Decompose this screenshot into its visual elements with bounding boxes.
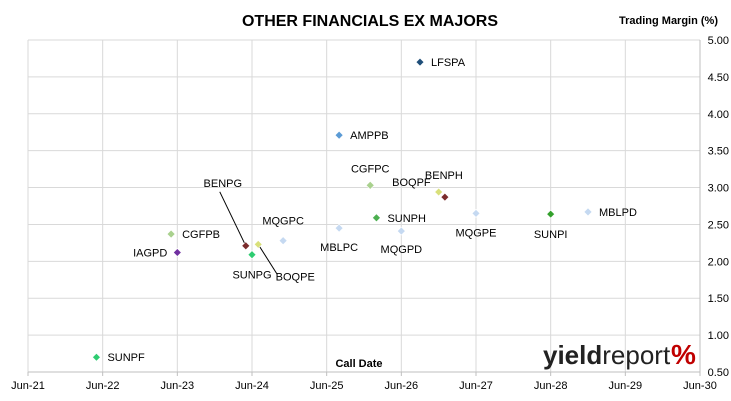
data-point-sunph	[372, 213, 381, 223]
data-point-lfspa	[415, 57, 425, 67]
logo-text-regular: report	[602, 340, 671, 370]
yieldreport-logo: yieldreport %	[543, 339, 696, 370]
y-tick-label: 1.00	[708, 330, 729, 342]
x-tick-label: Jun-25	[310, 380, 344, 392]
point-label-boqpe: BOQPE	[276, 271, 315, 283]
data-point-mblpd	[583, 207, 593, 217]
chart-title: OTHER FINANCIALS EX MAJORS	[242, 13, 498, 30]
point-label-lfspa: LFSPA	[431, 57, 466, 69]
logo-percent: %	[671, 339, 696, 370]
data-point-mqgpe	[471, 208, 481, 218]
point-label-amppb: AMPPB	[350, 130, 389, 142]
y-tick-label: 0.50	[708, 367, 729, 379]
point-label-iagpd: IAGPD	[133, 247, 167, 259]
point-label-mblpd: MBLPD	[599, 207, 637, 219]
point-label-mqgpd: MQGPD	[381, 244, 423, 256]
y-tick-label: 2.00	[708, 256, 729, 268]
x-tick-label: Jun-28	[534, 380, 568, 392]
y-tick-label: 1.50	[708, 293, 729, 305]
data-point-mqgpd	[396, 226, 406, 236]
data-point-sunpi	[546, 209, 556, 219]
point-label-sunph: SUNPH	[387, 213, 426, 225]
y-tick-label: 3.00	[708, 183, 729, 195]
x-axis-label: Call Date	[335, 358, 382, 370]
data-point-mblpc	[334, 223, 344, 233]
point-label-sunpg: SUNPG	[232, 270, 271, 282]
leader-line-benpg	[219, 191, 247, 247]
y-tick-label: 4.00	[708, 109, 729, 121]
leader-lines	[219, 191, 278, 275]
point-label-benpg: BENPG	[204, 178, 243, 190]
point-label-cgfpc: CGFPC	[351, 163, 390, 175]
point-label-cgfpb: CGFPB	[182, 229, 220, 241]
point-label-mblpc: MBLPC	[320, 242, 358, 254]
axes	[27, 40, 701, 376]
x-tick-label: Jun-26	[385, 380, 419, 392]
x-tick-label: Jun-29	[609, 380, 643, 392]
x-tick-label: Jun-21	[11, 380, 45, 392]
y-tick-label: 4.50	[708, 72, 729, 84]
data-point-boqpe	[253, 239, 263, 249]
x-tick-labels: Jun-21 Jun-22 Jun-23 Jun-24 Jun-25 Jun-26 Jun-…	[11, 380, 717, 392]
data-point-boqpf	[434, 187, 444, 197]
x-tick-label: Jun-22	[86, 380, 120, 392]
data-point-benpg	[241, 241, 251, 251]
data-point-cgfpc	[365, 180, 375, 190]
data-point-amppb	[334, 130, 344, 140]
data-point-benph	[440, 192, 450, 202]
point-label-boqpf: BOQPF	[392, 177, 431, 189]
data-point-sunpg	[247, 250, 257, 260]
x-tick-label: Jun-23	[161, 380, 195, 392]
y-tick-labels: 0.50 1.00 1.50 2.00 2.50 3.00 3.50 4.00 4.50 5.00	[708, 35, 729, 379]
data-point-mqgpc	[278, 236, 288, 246]
data-point-cgfpb	[166, 229, 176, 239]
y-tick-label: 3.50	[708, 146, 729, 158]
logo-text-bold: yield	[543, 340, 602, 370]
point-label-mqgpe: MQGPE	[456, 227, 497, 239]
point-label-sunpi: SUNPI	[534, 229, 568, 241]
x-tick-label: Jun-30	[683, 380, 717, 392]
point-label-sunpf: SUNPF	[107, 352, 145, 364]
data-point-iagpd	[172, 248, 182, 257]
data-points	[92, 57, 593, 362]
x-tick-label: Jun-27	[459, 380, 493, 392]
y-tick-label: 2.50	[708, 219, 729, 231]
grid-lines	[27, 39, 701, 373]
leader-line-boqpe	[257, 244, 278, 275]
y-axis-label: Trading Margin (%)	[619, 15, 718, 27]
data-point-sunpf	[92, 352, 101, 362]
x-tick-label: Jun-24	[235, 380, 269, 392]
point-label-benph: BENPH	[425, 170, 463, 182]
y-tick-label: 5.00	[708, 35, 729, 47]
point-label-mqgpc: MQGPC	[262, 216, 304, 228]
svg-text:yieldreport: yieldreport	[543, 340, 671, 370]
